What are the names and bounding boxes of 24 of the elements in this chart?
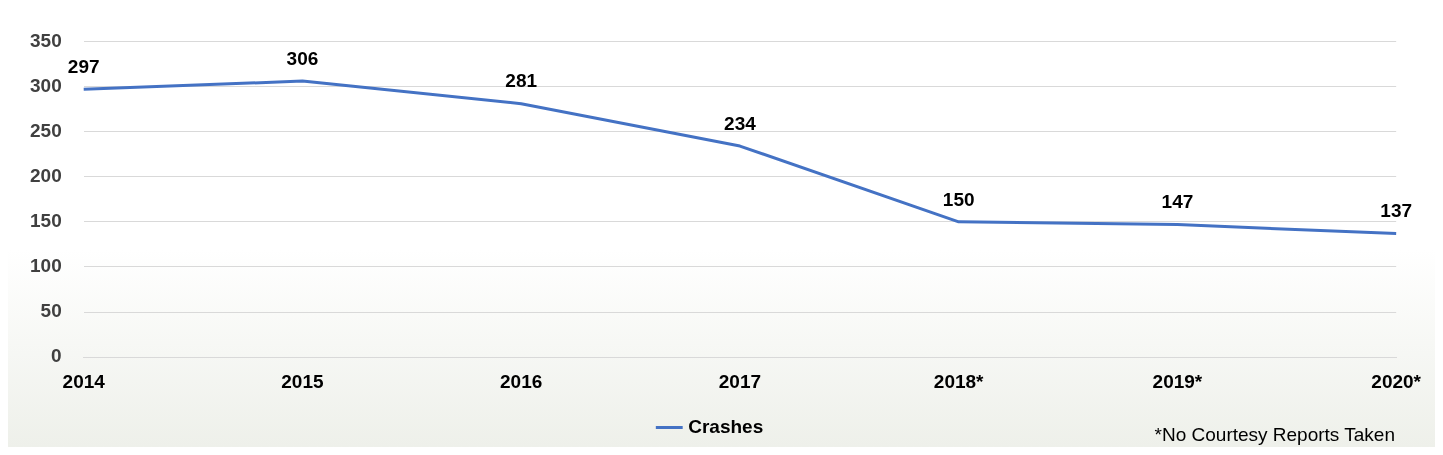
y-tick-label: 50 bbox=[40, 300, 62, 322]
x-tick-label: 2016 bbox=[500, 370, 543, 392]
data-label: 147 bbox=[1161, 191, 1194, 213]
x-tick-label: 2015 bbox=[281, 370, 325, 392]
y-tick-label: 200 bbox=[30, 164, 62, 186]
data-label: 306 bbox=[286, 47, 319, 69]
text: *No Courtesy Reports Taken bbox=[1154, 423, 1395, 445]
x-tick-label: 2018* bbox=[933, 370, 985, 392]
data-label: 137 bbox=[1380, 200, 1413, 222]
data-label: 281 bbox=[505, 70, 538, 92]
y-tick-label: 150 bbox=[30, 210, 62, 232]
y-tick-label: 350 bbox=[30, 29, 62, 51]
data-label: 297 bbox=[67, 55, 100, 77]
x-tick-label: 2014 bbox=[62, 370, 106, 392]
x-tick-label: 2017 bbox=[718, 370, 762, 392]
data-label: 234 bbox=[724, 112, 757, 134]
y-tick-label: 300 bbox=[30, 74, 62, 96]
y-tick-label: 0 bbox=[51, 345, 62, 367]
y-tick-label: 100 bbox=[30, 255, 62, 277]
x-tick-label: 2019* bbox=[1152, 370, 1203, 392]
legend-label: Crashes bbox=[688, 415, 764, 437]
y-tick-label: 250 bbox=[30, 119, 62, 141]
x-tick-label: 2020* bbox=[1371, 370, 1422, 392]
data-label: 150 bbox=[942, 188, 975, 210]
